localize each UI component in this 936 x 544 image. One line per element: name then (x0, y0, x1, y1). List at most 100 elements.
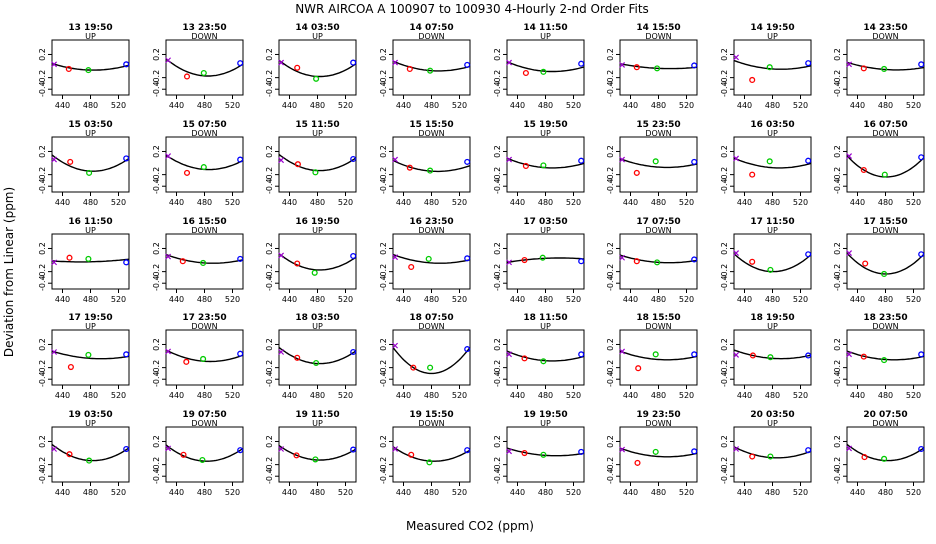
data-point (766, 64, 773, 71)
fit-curve (619, 350, 698, 361)
data-point (200, 164, 207, 171)
data-point (652, 351, 659, 358)
data-point (861, 454, 868, 461)
data-point (51, 259, 58, 266)
panel-direction: UP (540, 419, 551, 428)
x-tick-label: 440 (510, 295, 525, 304)
y-tick-label: 0.2 (720, 145, 729, 158)
x-tick-label: 440 (737, 391, 752, 400)
panel-title: 15 11:50 (295, 120, 339, 130)
panel-frame (392, 136, 471, 193)
data-point (619, 61, 626, 68)
panel-direction: UP (312, 322, 323, 331)
y-tick-label: -0.4 (720, 178, 729, 194)
x-tick-label: 480 (424, 488, 439, 497)
x-tick-label: 440 (169, 391, 184, 400)
panel-title: 17 19:50 (68, 313, 112, 323)
y-tick-label: -0.2 (493, 264, 502, 280)
panel-title: 18 03:50 (295, 313, 339, 323)
y-tick-label: -0.4 (379, 178, 388, 194)
panel-direction: UP (540, 322, 551, 331)
y-tick-label: -0.2 (833, 264, 842, 280)
y-tick-label: -0.4 (38, 178, 47, 194)
panel-title: 20 07:50 (863, 410, 907, 420)
fit-curve (278, 346, 357, 365)
y-tick-label: 0.2 (38, 338, 47, 351)
x-tick-label: 440 (396, 391, 411, 400)
y-tick-label: -0.2 (720, 360, 729, 376)
data-point (881, 270, 888, 277)
data-point (619, 446, 626, 453)
data-point (392, 446, 399, 452)
data-point (860, 166, 867, 174)
y-tick-label: -0.4 (38, 81, 47, 97)
panel-direction: DOWN (645, 419, 671, 428)
fit-curve (165, 154, 244, 171)
y-tick-label: 0.2 (606, 48, 615, 61)
x-tick-label: 480 (651, 295, 666, 304)
y-tick-label: -0.4 (152, 178, 161, 194)
y-tick-label: -0.2 (833, 457, 842, 473)
data-point (406, 65, 413, 72)
panel-title: 14 23:50 (863, 23, 907, 33)
data-point (522, 69, 529, 77)
data-point (199, 456, 206, 464)
data-point (123, 445, 130, 453)
panel-title: 13 19:50 (68, 23, 112, 33)
panel-frame (51, 136, 130, 193)
panel-title: 19 07:50 (182, 410, 226, 420)
data-point (85, 351, 92, 358)
panel-frame (733, 136, 812, 193)
x-tick-label: 480 (878, 101, 893, 110)
figure-title: NWR AIRCOA A 100907 to 100930 4-Hourly 2… (295, 2, 649, 16)
x-tick-label: 520 (225, 101, 240, 110)
data-point (165, 153, 172, 160)
y-axis-label: Deviation from Linear (ppm) (2, 187, 16, 357)
x-tick-label: 520 (679, 198, 694, 207)
panel-title: 16 19:50 (295, 217, 339, 227)
y-tick-label: -0.4 (493, 275, 502, 291)
data-point (652, 158, 659, 165)
x-tick-label: 440 (737, 295, 752, 304)
data-point (179, 258, 186, 265)
panel-direction: UP (312, 129, 323, 138)
data-point (392, 156, 399, 163)
fit-curve (51, 350, 130, 360)
x-tick-label: 440 (169, 198, 184, 207)
fit-curve (165, 253, 244, 264)
fit-curve (619, 447, 698, 458)
x-axis-label: Measured CO2 (ppm) (406, 519, 534, 533)
data-point (846, 61, 853, 68)
x-tick-label: 480 (310, 101, 325, 110)
x-tick-label: 440 (55, 488, 70, 497)
panel-direction: DOWN (872, 129, 898, 138)
data-point (918, 251, 925, 258)
y-tick-label: 0.2 (152, 338, 161, 351)
data-point (578, 157, 585, 164)
data-point (313, 75, 320, 82)
y-tick-label: -0.2 (606, 457, 615, 473)
fit-curve (165, 349, 244, 363)
y-tick-label: 0.2 (720, 242, 729, 255)
data-point (918, 351, 925, 358)
x-tick-label: 440 (55, 295, 70, 304)
x-tick-label: 440 (282, 101, 297, 110)
y-tick-label: -0.2 (265, 70, 274, 86)
panel-direction: DOWN (418, 322, 444, 331)
x-tick-label: 440 (282, 488, 297, 497)
x-tick-label: 480 (424, 101, 439, 110)
data-point (918, 154, 925, 161)
data-point (350, 155, 357, 163)
x-tick-label: 520 (452, 295, 467, 304)
panel-frame (619, 329, 698, 386)
panel-frame (392, 39, 471, 96)
data-point (846, 351, 853, 358)
